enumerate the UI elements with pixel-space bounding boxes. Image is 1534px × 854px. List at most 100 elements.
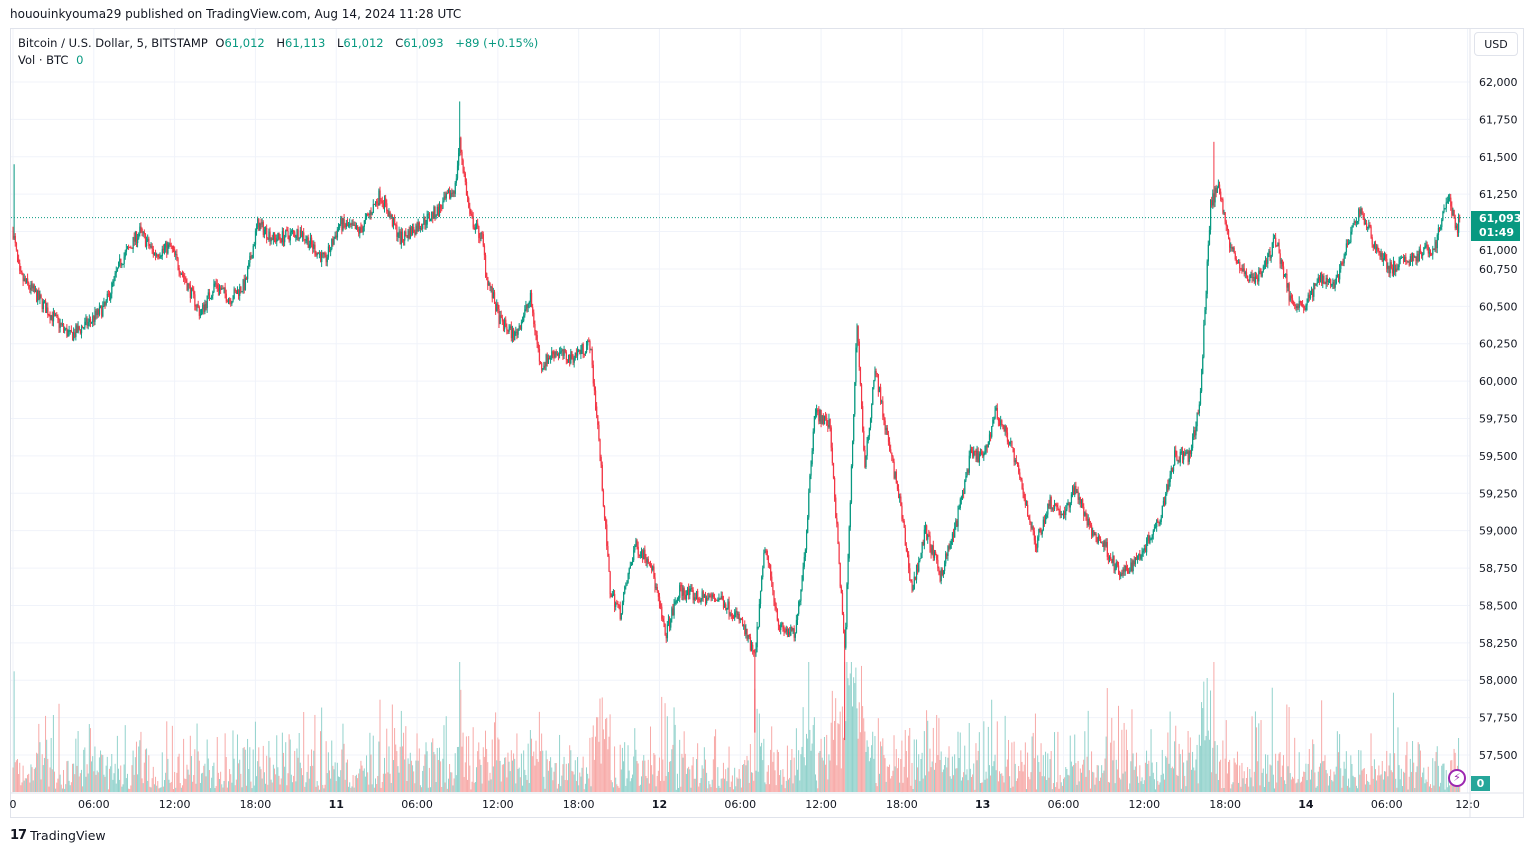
candle-body [813,416,816,432]
candle-body [252,245,254,258]
candle-body [912,589,914,591]
candle-body [1450,197,1452,207]
candle-body [1166,484,1168,495]
candle-body [608,556,610,572]
candle-body [397,236,399,238]
candle-body [1369,224,1371,227]
candle-body [1240,268,1242,270]
candle-body [665,635,667,639]
candle-body [667,619,670,625]
candle-body [1041,530,1043,535]
candle-body [599,439,601,457]
candle-body [603,506,606,519]
candle-body [552,351,554,355]
candle-body [168,243,170,245]
candle-body [321,252,323,263]
candle-body [305,240,307,242]
candle-body [687,588,689,595]
candle-body [389,212,391,218]
tradingview-logo[interactable]: 17 TradingView [10,828,106,843]
candle-body [1086,516,1088,526]
candle-body [476,223,478,228]
candle-body [944,563,946,571]
candle-body [850,466,853,503]
candle-body [119,258,121,262]
candle-body [223,287,225,289]
candle-body [907,550,909,555]
candle-body [898,489,900,499]
candle-body [644,549,646,559]
candle-body [986,445,988,448]
candle-body [816,409,818,413]
candle-body [990,434,992,437]
candle-body [459,137,461,154]
candle-body [89,319,92,323]
candle-body [765,550,767,552]
candle-body [1132,560,1134,572]
candle-body [1079,497,1082,504]
candle-body [819,409,821,422]
candle-body [785,628,787,632]
candle-body [415,225,417,235]
candle-body [939,573,941,582]
candle-body [1143,548,1146,551]
candle-body [102,306,104,317]
candle-body [1117,565,1120,574]
volume-value: 0 [76,53,84,67]
candle-body [413,226,415,233]
tradingview-logo-icon: 17 [10,828,27,843]
candle-body [1124,566,1126,572]
candle-body [1085,512,1087,517]
candle-body [1183,452,1185,460]
candle-body [857,326,859,342]
candle-body [327,246,330,258]
candle-body [1133,560,1135,565]
candle-body [1415,256,1417,262]
candle-body [1172,464,1175,472]
candle-body [783,628,785,632]
symbol-name[interactable]: Bitcoin / U.S. Dollar, 5, BITSTAMP [18,36,208,50]
candle-body [332,239,334,245]
candle-body [210,298,212,300]
lightning-icon[interactable]: ⚡ [1448,769,1466,787]
candle-body [265,228,267,230]
candle-body [421,228,423,230]
candle-body [296,229,298,237]
candle-body [1425,244,1427,246]
candle-body [213,283,215,292]
candle-body [928,534,930,536]
candle-body [995,407,997,411]
candle-body [390,215,392,218]
x-tick-label: 12:00 [1128,798,1160,811]
volume-label[interactable]: Vol · BTC [18,53,69,67]
candle-body [1449,197,1451,199]
candle-body [67,331,69,337]
candle-body [331,239,333,250]
candle-body [335,235,337,238]
candle-body [1169,474,1171,483]
candle-body [69,330,71,332]
candle-body [1204,310,1206,325]
candle-body [112,281,114,283]
candle-body [311,237,313,244]
candle-body [1281,259,1284,267]
candle-body [653,566,655,578]
candle-body [770,564,772,577]
candle-body [643,549,645,560]
currency-button[interactable]: USD [1474,32,1518,56]
candle-body [149,245,151,247]
candle-body [455,178,458,183]
candle-body [772,582,774,591]
candle-body [152,249,154,255]
candle-body [570,351,572,364]
candle-body [71,332,74,341]
candle-body [1357,221,1359,223]
candle-body [249,255,251,263]
candle-body [161,248,163,256]
candle-body [703,594,706,598]
candle-body [114,273,116,277]
candle-body [1199,391,1202,405]
candle-body [1157,519,1159,523]
candle-body [83,327,85,329]
